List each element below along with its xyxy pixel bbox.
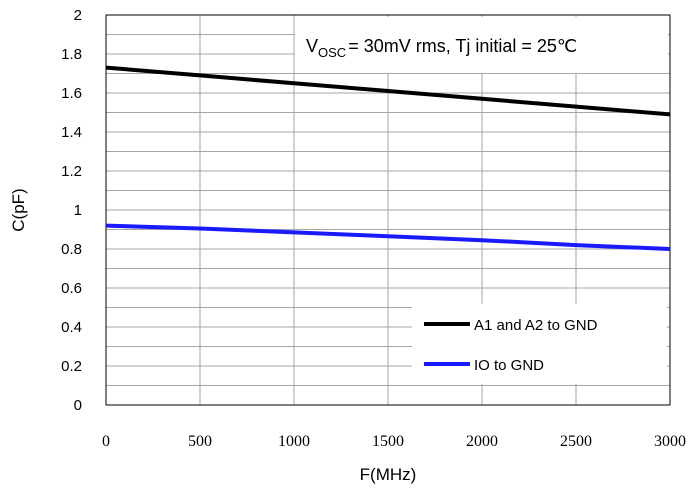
x-tick-label: 2000 <box>466 433 498 450</box>
conditions-text: VOSC = 30mV rms, Tj initial = 25℃ <box>306 36 577 60</box>
legend-label-2: IO to GND <box>474 357 544 374</box>
y-tick-label: 1.4 <box>61 124 82 141</box>
y-tick-label: 1.8 <box>61 46 82 63</box>
y-tick-label: 0 <box>74 397 82 414</box>
x-tick-label: 500 <box>188 433 212 450</box>
plot-area-frame <box>105 14 671 406</box>
legend-label-1: A1 and A2 to GND <box>474 317 598 334</box>
y-tick-label: 1.6 <box>61 85 82 102</box>
series-line-2 <box>105 223 671 251</box>
series-lines <box>105 65 671 251</box>
x-tick-labels: 0 500 1000 1500 2000 2500 3000 <box>102 433 686 450</box>
y-tick-label: 0.2 <box>61 358 82 375</box>
x-tick-label: 3000 <box>654 433 686 450</box>
y-axis-label: C(pF) <box>9 188 28 231</box>
y-tick-label: 0.6 <box>61 280 82 297</box>
x-tick-label: 1000 <box>278 433 310 450</box>
y-tick-label: 0.4 <box>61 319 82 336</box>
x-axis-label: F(MHz) <box>360 465 417 484</box>
y-tick-label: 1.2 <box>61 163 82 180</box>
series-line-1 <box>105 65 671 117</box>
conditions-annotation: VOSC = 30mV rms, Tj initial = 25℃ <box>295 17 668 73</box>
y-tick-label: 2 <box>74 7 82 24</box>
legend: A1 and A2 to GND IO to GND <box>412 304 667 384</box>
annotation-subscript: OSC <box>318 45 346 60</box>
annotation-rest: = 30mV rms, Tj initial = 25℃ <box>348 36 577 56</box>
annotation-prefix: V <box>306 36 318 56</box>
y-tick-labels: 0 0.2 0.4 0.6 0.8 1 1.2 1.4 1.6 1.8 2 <box>61 7 82 414</box>
x-tick-label: 1500 <box>372 433 404 450</box>
y-tick-label: 0.8 <box>61 241 82 258</box>
y-tick-label: 1 <box>74 202 82 219</box>
x-tick-label: 2500 <box>560 433 592 450</box>
x-tick-label: 0 <box>102 433 110 450</box>
